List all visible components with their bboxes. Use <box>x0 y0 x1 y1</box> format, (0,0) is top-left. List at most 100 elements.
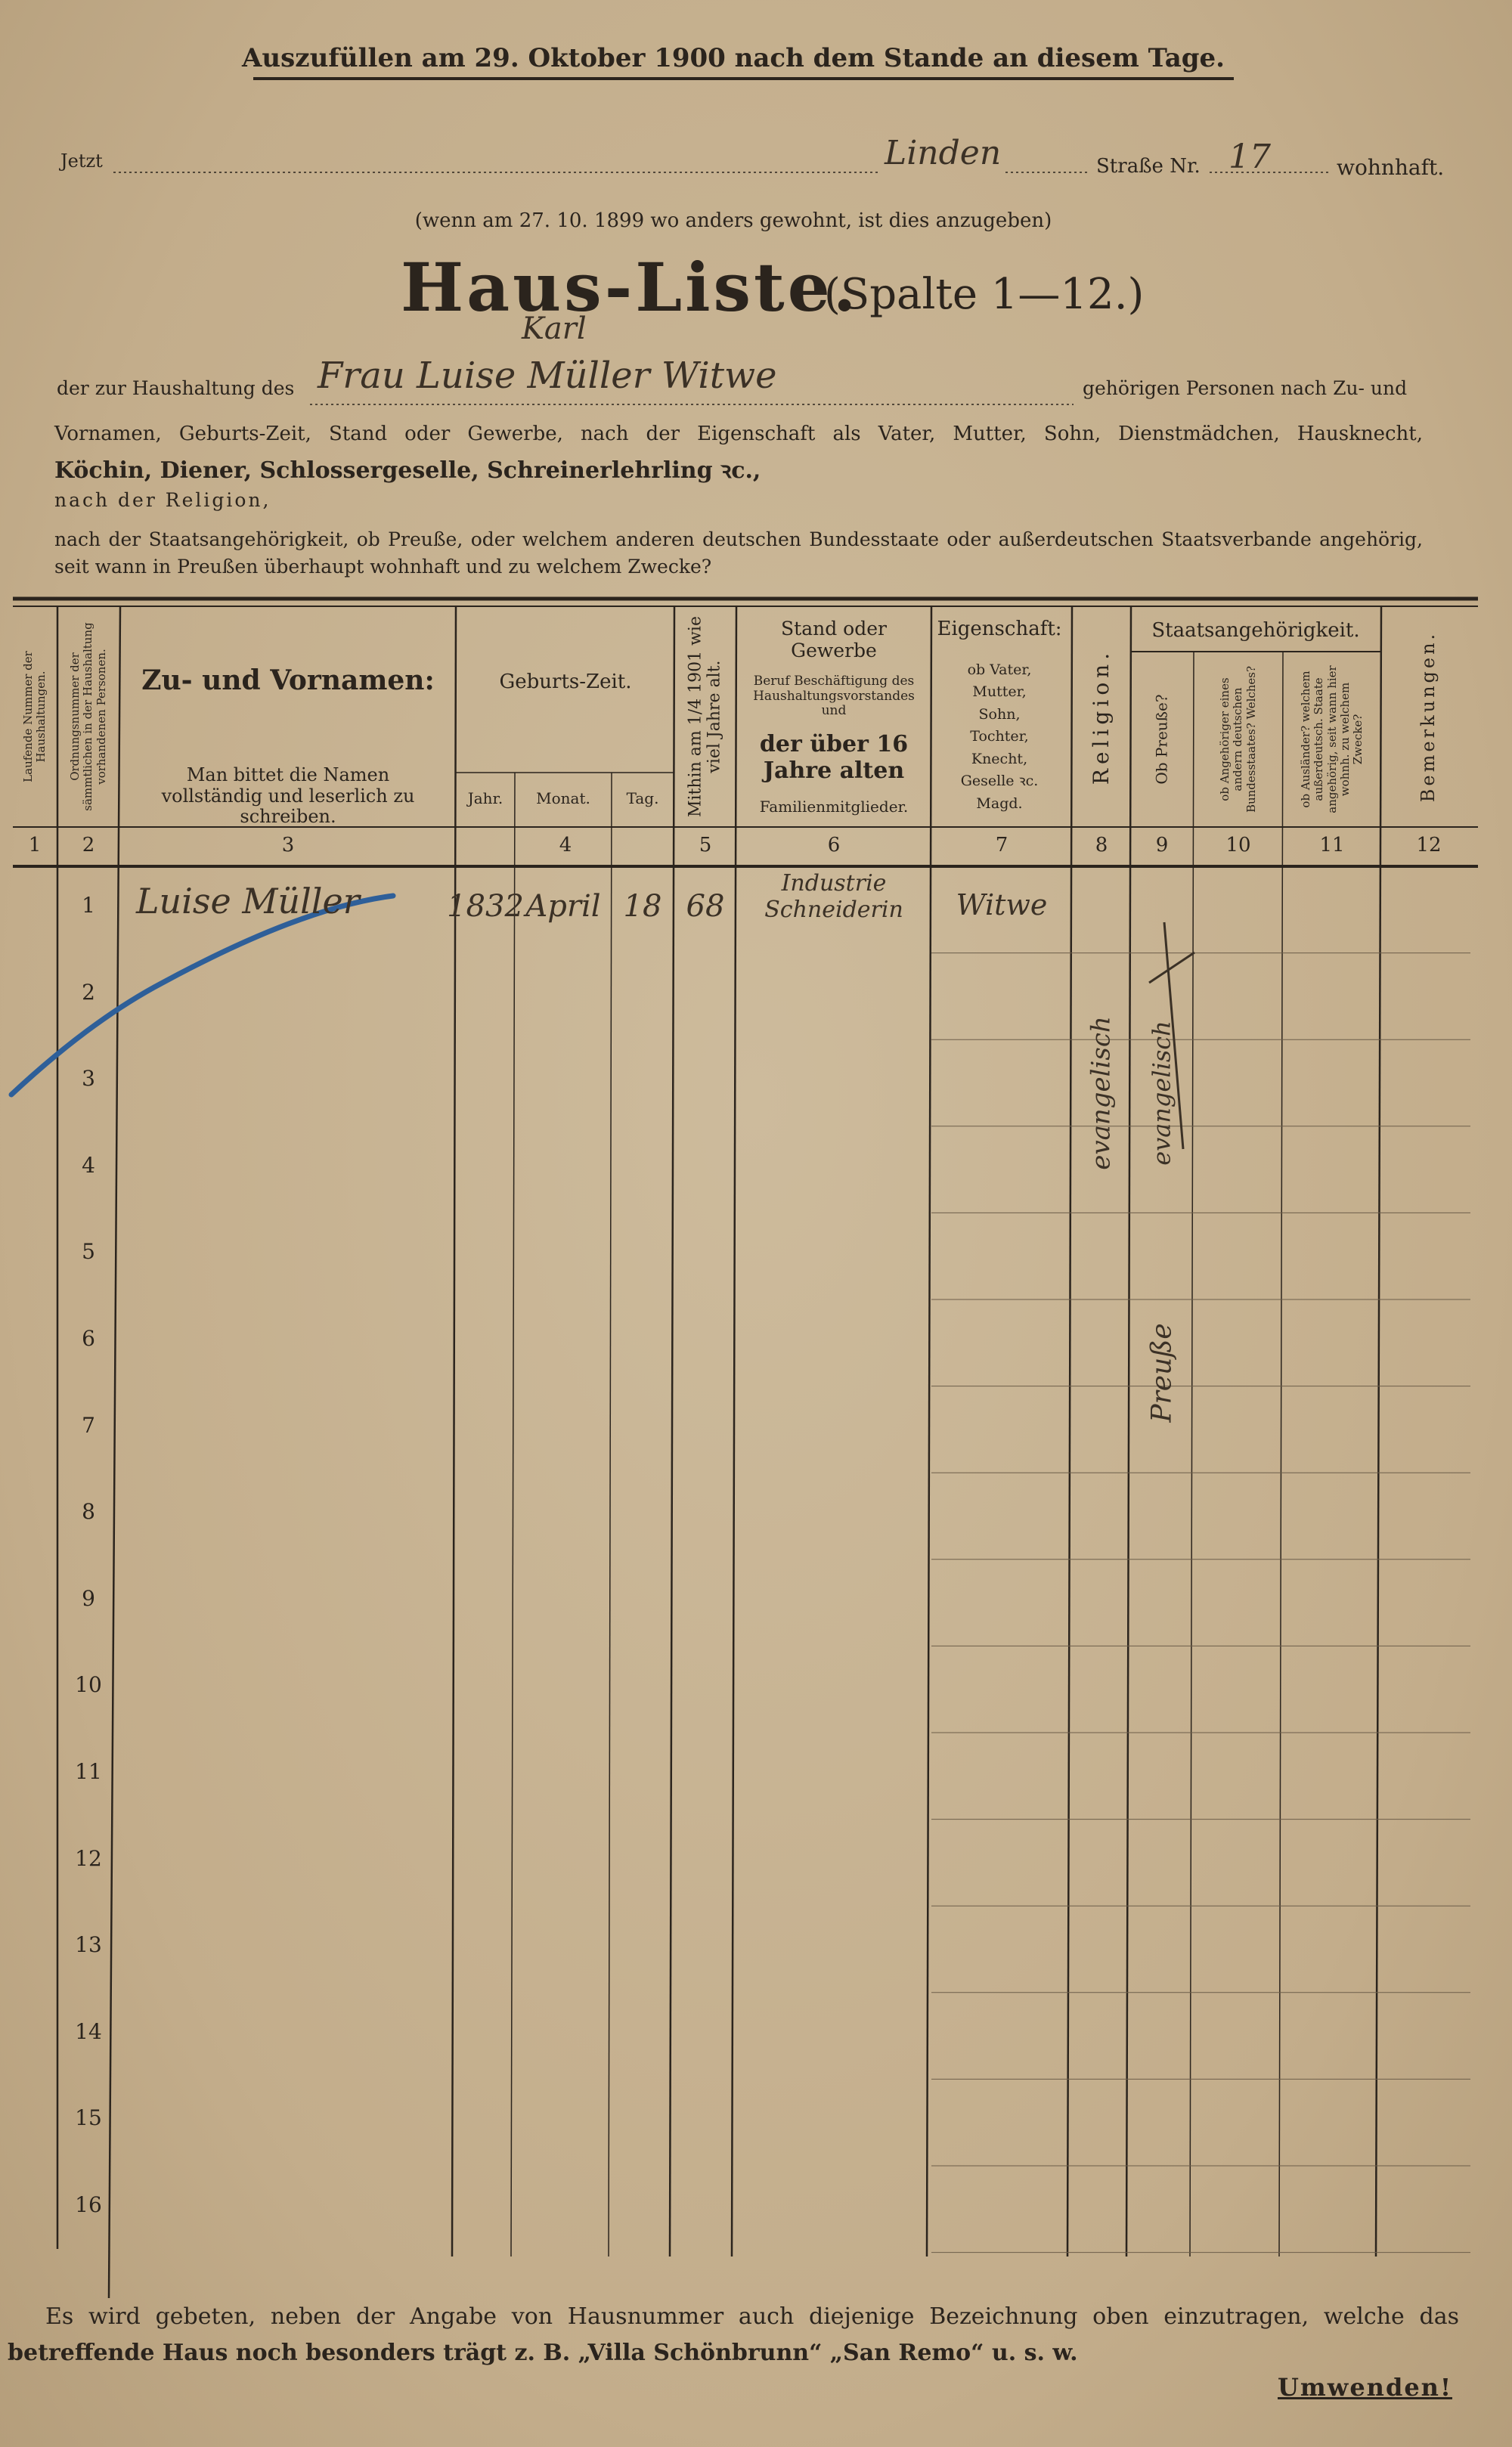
household-head: Frau Luise Müller Witwe <box>318 355 777 397</box>
strike-through <box>1148 921 1195 1150</box>
row-number: 5 <box>82 1239 95 1265</box>
row-number: 10 <box>75 1672 102 1698</box>
cell-relation: Witwe <box>956 888 1048 921</box>
header-cell: ob Ausländer? welchem außerdeutsch. Staa… <box>1298 665 1365 813</box>
column-line <box>1278 651 1284 2257</box>
household-prefix: der zur Haushaltung des <box>57 377 295 399</box>
street: Linden <box>885 134 1002 172</box>
cell-prussian: Preuße <box>1146 1323 1178 1423</box>
row-number: 4 <box>82 1152 95 1178</box>
header-cell: Familienmitglieder. <box>759 798 909 816</box>
column-number: 9 <box>1155 834 1169 856</box>
header-cell: ob Vater, Mutter, Sohn, Tochter, Knecht,… <box>960 661 1039 812</box>
column-number: 12 <box>1416 834 1442 856</box>
header-cell: Laufende Nummer der Haushaltungen. <box>20 651 48 782</box>
address-suffix: wohnhaft. <box>1337 155 1445 180</box>
turn-over: Umwenden! <box>1278 2373 1452 2402</box>
row-number: 3 <box>82 1066 95 1092</box>
cell-religion: evangelisch <box>1086 1016 1117 1170</box>
house-number: 17 <box>1228 138 1271 176</box>
column-line <box>1189 651 1194 2257</box>
column-number: 7 <box>995 834 1009 856</box>
header-cell: Ob Preuße? <box>1152 694 1171 785</box>
header-cell: Staatsangehörigkeit. <box>1151 619 1360 642</box>
column-number: 10 <box>1225 834 1251 856</box>
instruction: nach der Religion, <box>54 489 271 511</box>
footer-line: Es wird gebeten, neben der Angabe von Ha… <box>45 2303 1459 2330</box>
header-cell: Tag. <box>626 789 659 807</box>
row-number: 9 <box>82 1585 95 1611</box>
column-number: 6 <box>827 834 841 856</box>
notice: Auszufüllen am 29. Oktober 1900 nach dem… <box>242 43 1225 73</box>
instruction: seit wann in Preußen überhaupt wohnhaft … <box>54 556 712 578</box>
footer-line: betreffende Haus noch besonders trägt z.… <box>8 2340 1078 2366</box>
column-line <box>608 772 612 2257</box>
column-line <box>1066 606 1074 2257</box>
header-cell: Monat. <box>536 789 590 807</box>
header-cell: Ordnungsnummer der sämmtlichen in der Ha… <box>68 622 108 811</box>
instruction: Vornamen, Geburts-Zeit, Stand oder Gewer… <box>54 423 1423 445</box>
row-number: 6 <box>82 1326 95 1351</box>
title: Haus-Liste. <box>401 248 860 327</box>
header-cell: ob Angehöriger eines andern deutschen Bu… <box>1218 665 1258 813</box>
cell-year: 1832 <box>447 889 524 924</box>
column-number: 4 <box>559 834 572 856</box>
row-number: 8 <box>82 1499 95 1525</box>
cell-prussian-crossed: evangelisch <box>1147 1021 1176 1166</box>
header-cell: Jahr. <box>467 789 503 807</box>
address-prefix: Jetzt <box>60 150 103 172</box>
column-line <box>730 606 738 2257</box>
header-cell: Stand oder Gewerbe <box>781 618 887 661</box>
column-number: 5 <box>699 834 712 856</box>
row-number: 14 <box>75 2018 102 2044</box>
header-cell: der über 16 Jahre alten <box>759 731 909 784</box>
row-number: 12 <box>75 1845 102 1871</box>
header-cell: Man bittet die Namen vollständig und les… <box>161 764 415 828</box>
column-line <box>668 606 676 2257</box>
row-number: 13 <box>75 1932 102 1958</box>
column-number: 8 <box>1095 834 1108 856</box>
row-lines <box>931 952 1470 2253</box>
column-line <box>107 606 122 2299</box>
header-cell: Zu- und Vornamen: <box>141 664 435 696</box>
cell-month: April <box>525 889 601 924</box>
row-number: 1 <box>82 893 95 918</box>
column-number: 11 <box>1319 834 1345 856</box>
column-line <box>1374 606 1383 2257</box>
address-note: (wenn am 27. 10. 1899 wo anders gewohnt,… <box>414 209 1052 232</box>
household-insertion: Karl <box>522 311 587 346</box>
column-number: 1 <box>28 834 42 856</box>
column-number: 2 <box>82 834 95 856</box>
header-cell: Religion. <box>1088 648 1114 785</box>
household-suffix: gehörigen Personen nach Zu- und <box>1083 377 1408 399</box>
row-number: 11 <box>75 1759 102 1784</box>
cell-age: 68 <box>686 889 725 924</box>
instruction: nach der Staatsangehörigkeit, ob Preuße,… <box>54 528 1423 550</box>
header-cell: Geburts-Zeit. <box>499 671 632 693</box>
column-line <box>510 772 516 2257</box>
column-line <box>925 606 933 2257</box>
column-number: 3 <box>281 834 295 856</box>
header-cell: Beruf Beschäftigung des Haushaltungsvors… <box>753 674 915 719</box>
header-cell: Mithin am 1/4 1901 wie viel Jahre alt. <box>686 616 724 818</box>
row-number: 7 <box>82 1412 95 1438</box>
row-number: 16 <box>75 2192 102 2217</box>
instruction: Köchin, Diener, Schlossergeselle, Schrei… <box>54 457 761 484</box>
title-columns: (Spalte 1—12.) <box>824 270 1145 319</box>
cell-day: 18 <box>623 889 662 924</box>
street-label: Straße Nr. <box>1096 155 1201 178</box>
cell-name: Luise Müller <box>136 881 360 921</box>
row-number: 2 <box>82 979 95 1005</box>
header-cell: Eigenschaft: <box>937 618 1062 640</box>
column-line <box>1125 606 1132 2257</box>
header-cell: Bemerkungen. <box>1418 630 1439 803</box>
table-lines <box>13 77 1478 2299</box>
column-line <box>451 606 457 2257</box>
blue-check-mark <box>8 893 396 1098</box>
cell-occupation: Industrie Schneiderin <box>764 870 903 923</box>
row-number: 15 <box>75 2105 102 2131</box>
